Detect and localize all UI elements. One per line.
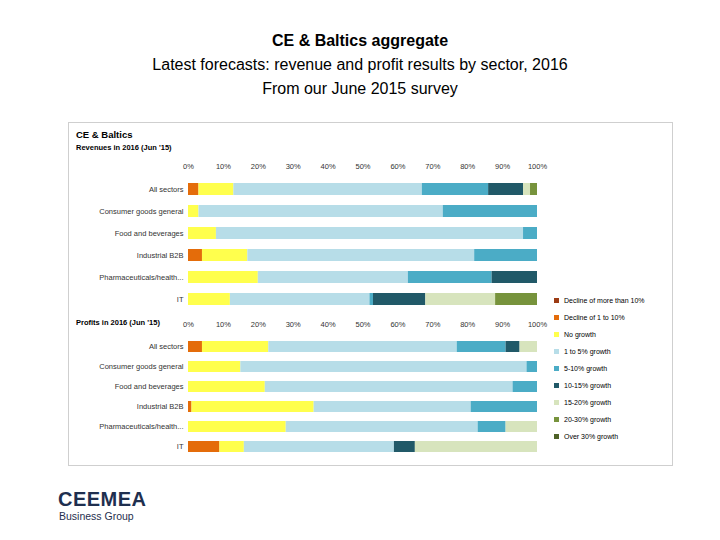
svg-text:40%: 40% [321,320,336,329]
svg-text:Food and beverages: Food and beverages [115,229,184,238]
svg-text:Food and beverages: Food and beverages [115,382,184,391]
svg-text:All sectors: All sectors [149,342,184,351]
html-text:1 to 5% growth: 1 to 5% growth [564,348,611,355]
svg-text:40%: 40% [321,162,336,171]
svg-text:90%: 90% [495,162,510,171]
html-text:Decline of more than 10%: Decline of more than 10% [564,297,645,304]
html-text:Decline of 1 to 10%: Decline of 1 to 10% [564,314,625,321]
svg-text:100%: 100% [528,162,548,171]
svg-text:20%: 20% [251,320,266,329]
svg-text:30%: 30% [286,320,301,329]
svg-text:80%: 80% [460,320,475,329]
svg-text:IT: IT [177,442,184,451]
svg-text:50%: 50% [355,162,370,171]
svg-text:Pharmaceuticals/health...: Pharmaceuticals/health... [99,273,183,282]
html-text:No growth: No growth [564,331,596,338]
svg-text:10%: 10% [216,320,231,329]
html-text:From our June 2015 survey: From our June 2015 survey [262,80,458,97]
svg-text:Industrial B2B: Industrial B2B [137,251,184,260]
svg-text:IT: IT [177,295,184,304]
svg-text:20%: 20% [251,162,266,171]
svg-text:70%: 70% [425,162,440,171]
svg-text:Pharmaceuticals/health...: Pharmaceuticals/health... [99,422,183,431]
svg-text:30%: 30% [286,162,301,171]
svg-text:70%: 70% [425,320,440,329]
html-text:CE & Baltics: CE & Baltics [76,129,133,140]
html-text:Latest forecasts: revenue and: Latest forecasts: revenue and profit res… [152,56,568,73]
html-text:20-30% growth: 20-30% growth [564,416,612,423]
html-text:CE & Baltics aggregate: CE & Baltics aggregate [272,32,448,49]
html-text:Over 30% growth: Over 30% growth [564,433,619,440]
html-text:Business Group: Business Group [59,510,134,522]
svg-text:0%: 0% [183,162,194,171]
svg-text:90%: 90% [495,320,510,329]
svg-text:80%: 80% [460,162,475,171]
svg-text:0%: 0% [183,320,194,329]
html-text:5-10% growth: 5-10% growth [564,365,608,372]
svg-text:50%: 50% [355,320,370,329]
svg-text:Industrial B2B: Industrial B2B [137,402,184,411]
html-text:CEEMEA: CEEMEA [58,488,147,510]
html-text:Profits in 2016 (Jun '15): Profits in 2016 (Jun '15) [76,318,160,327]
svg-text:Consumer goods general: Consumer goods general [99,362,184,371]
svg-text:60%: 60% [390,162,405,171]
svg-text:10%: 10% [216,162,231,171]
html-text:Revenues in 2016 (Jun '15): Revenues in 2016 (Jun '15) [76,143,172,152]
svg-text:All sectors: All sectors [149,185,184,194]
html-text:15-20% growth: 15-20% growth [564,399,612,406]
svg-text:100%: 100% [528,320,548,329]
svg-text:60%: 60% [390,320,405,329]
svg-text:Consumer goods general: Consumer goods general [99,207,184,216]
html-text:10-15% growth: 10-15% growth [564,382,612,389]
